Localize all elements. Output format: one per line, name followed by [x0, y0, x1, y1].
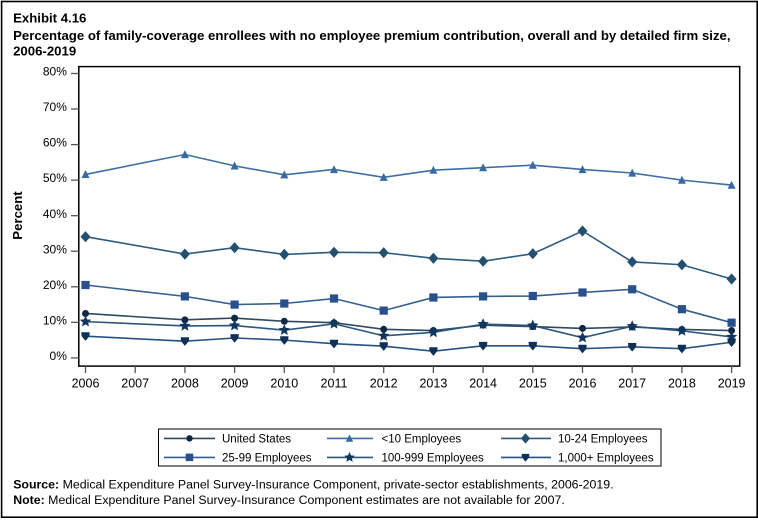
svg-text:100-999 Employees: 100-999 Employees — [382, 452, 485, 464]
svg-text:20%: 20% — [43, 278, 67, 292]
svg-text:2018: 2018 — [668, 376, 696, 390]
svg-text:2017: 2017 — [618, 376, 646, 390]
svg-text:2019: 2019 — [718, 376, 746, 390]
svg-text:25-99 Employees: 25-99 Employees — [222, 452, 312, 464]
svg-text:United States: United States — [222, 433, 291, 445]
svg-text:2016: 2016 — [569, 376, 597, 390]
svg-text:Source: Medical Expenditure Pa: Source: Medical Expenditure Panel Survey… — [13, 478, 613, 492]
svg-text:2012: 2012 — [370, 376, 398, 390]
svg-text:2008: 2008 — [171, 376, 199, 390]
svg-text:Note: Medical Expenditure Pane: Note: Medical Expenditure Panel Survey-I… — [13, 493, 565, 507]
svg-text:2010: 2010 — [270, 376, 298, 390]
svg-text:0%: 0% — [50, 349, 68, 363]
svg-text:10%: 10% — [43, 313, 67, 327]
svg-text:<10 Employees: <10 Employees — [382, 433, 462, 445]
svg-text:50%: 50% — [43, 171, 67, 185]
svg-text:2015: 2015 — [519, 376, 547, 390]
svg-text:1,000+ Employees: 1,000+ Employees — [558, 452, 654, 464]
svg-text:60%: 60% — [43, 136, 67, 150]
svg-text:2007: 2007 — [121, 376, 149, 390]
svg-text:30%: 30% — [43, 242, 67, 256]
svg-text:2013: 2013 — [419, 376, 447, 390]
svg-text:10-24 Employees: 10-24 Employees — [558, 433, 648, 445]
svg-text:70%: 70% — [43, 100, 67, 114]
svg-text:2006: 2006 — [72, 376, 100, 390]
svg-text:2014: 2014 — [469, 376, 497, 390]
svg-text:Exhibit 4.16: Exhibit 4.16 — [13, 11, 86, 26]
svg-text:80%: 80% — [43, 65, 67, 79]
svg-text:40%: 40% — [43, 207, 67, 221]
svg-text:Percent: Percent — [10, 191, 25, 240]
svg-text:Percentage of family-coverage: Percentage of family-coverage enrollees … — [13, 28, 730, 43]
svg-text:2009: 2009 — [221, 376, 249, 390]
svg-text:2006-2019: 2006-2019 — [13, 43, 76, 58]
svg-text:2011: 2011 — [321, 376, 348, 390]
